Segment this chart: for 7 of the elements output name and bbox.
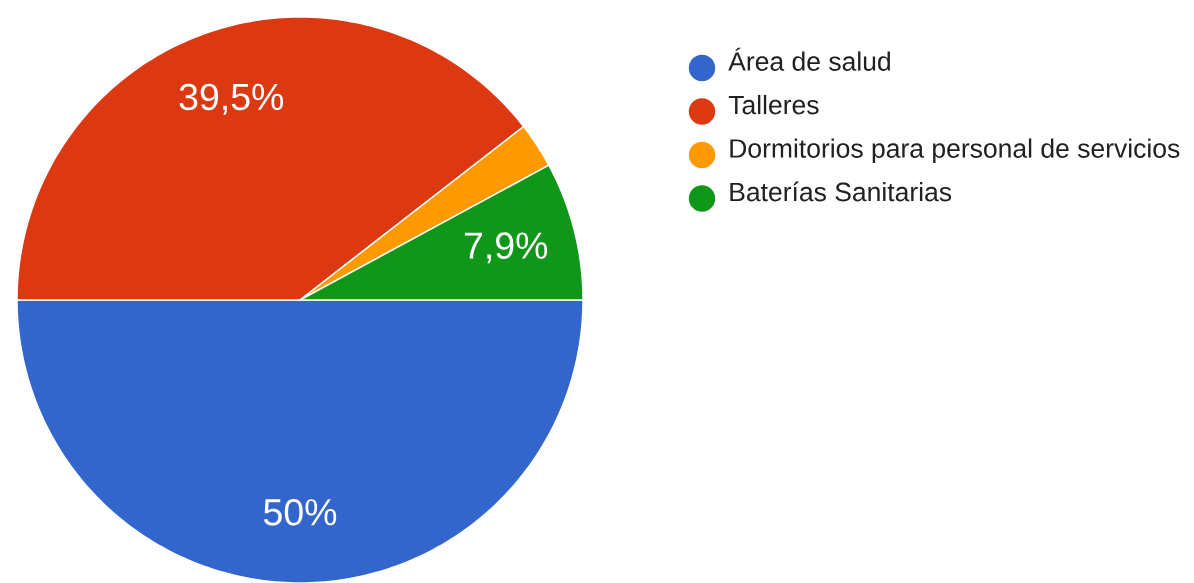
data-label: 7,9%	[464, 232, 548, 264]
data-label: 39,5%	[179, 83, 284, 115]
data-label: 50%	[263, 498, 337, 526]
legend-label: Baterías Sanitarias	[730, 181, 952, 202]
legend-label: Talleres	[728, 94, 819, 115]
legend-label: Área de salud	[728, 47, 890, 71]
legend-label: Dormitorios para personal de servicios	[730, 138, 1180, 164]
